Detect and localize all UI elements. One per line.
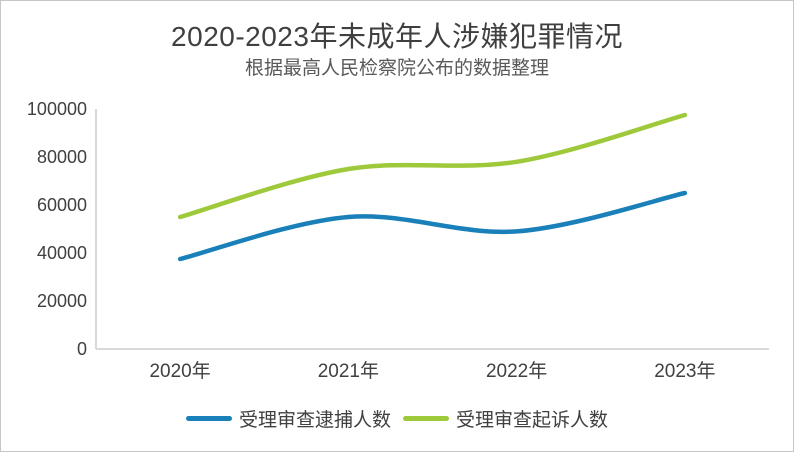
y-tick-label: 20000 bbox=[37, 291, 87, 311]
legend-label-arrest-review: 受理审查逮捕人数 bbox=[238, 410, 391, 431]
y-tick-label: 40000 bbox=[37, 243, 87, 263]
legend-swatch-arrest-review bbox=[185, 416, 232, 421]
x-tick-label: 2020年 bbox=[149, 360, 210, 382]
y-tick-label: 0 bbox=[77, 339, 87, 359]
x-tick-label: 2022年 bbox=[486, 360, 547, 382]
x-tick-label: 2023年 bbox=[654, 360, 715, 382]
chart-subtitle: 根据最高人民检察院公布的数据整理 bbox=[244, 58, 549, 79]
legend-item-arrest-review: 受理审查逮捕人数 bbox=[185, 405, 391, 432]
legend-label-prosecution-review: 受理审查起诉人数 bbox=[456, 410, 609, 431]
legend: 受理审查逮捕人数 受理审查起诉人数 bbox=[1, 405, 793, 432]
y-tick-label: 80000 bbox=[37, 147, 87, 167]
x-tick-label: 2021年 bbox=[318, 360, 379, 382]
legend-item-prosecution-review: 受理审查起诉人数 bbox=[403, 405, 608, 432]
chart-title: 2020-2023年未成年人涉嫌犯罪情况 bbox=[171, 21, 623, 52]
y-tick-label: 60000 bbox=[37, 195, 87, 215]
legend-swatch-prosecution-review bbox=[403, 416, 449, 421]
series-line-0 bbox=[177, 190, 688, 262]
y-tick-label: 100000 bbox=[27, 99, 87, 119]
series-line-1 bbox=[177, 112, 688, 220]
